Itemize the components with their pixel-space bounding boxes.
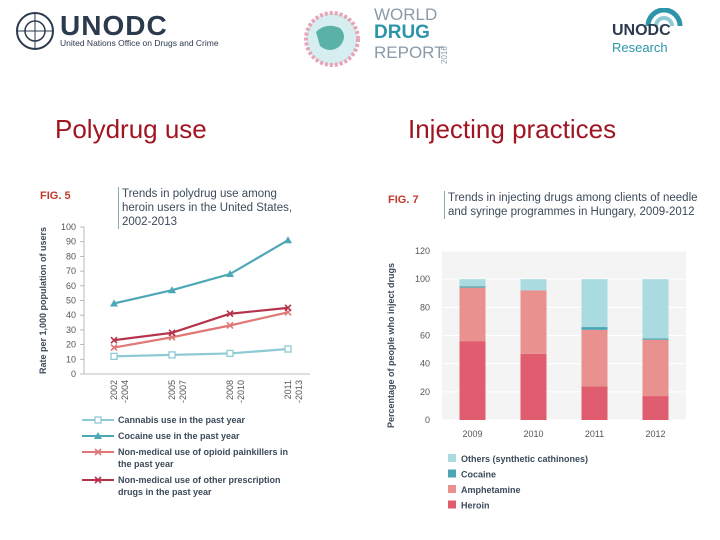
- fig5-point: [284, 236, 292, 244]
- fig7-ytick-label: 120: [415, 246, 430, 256]
- fig5-ytick-label: 80: [66, 251, 76, 261]
- fig5-ytick-label: 60: [66, 281, 76, 291]
- fig7-bar-segment: [642, 396, 669, 420]
- fig5-label: FIG. 5: [40, 190, 71, 202]
- fig7-chart: 0 20 40 60 80 100 120 Percentage of people who …: [386, 246, 686, 511]
- fig7-legend-swatch: [448, 469, 456, 478]
- fig5-series-line: [113, 239, 289, 305]
- fig7-ytick-label: 40: [420, 359, 430, 369]
- report-year: 2016: [440, 46, 449, 64]
- section-title-polydrug: Polydrug use: [55, 114, 207, 144]
- fig7-bar-segment: [581, 279, 608, 328]
- fig7-legend-swatch: [448, 485, 456, 493]
- section-title-injecting: Injecting practices: [408, 114, 617, 144]
- fig5-point: [284, 345, 292, 353]
- fig7-xtick-label: 2010: [523, 429, 543, 439]
- fig5-xtick-label: 2005-2007: [167, 380, 188, 403]
- fig5-ytick-label: 10: [66, 354, 76, 364]
- research-logo-icon: [645, 8, 683, 27]
- org-name: UNODC: [60, 10, 168, 41]
- fig7-bar-segment: [581, 329, 608, 387]
- fig5-ytick-label: 90: [66, 237, 76, 247]
- fig5-point: [94, 476, 102, 484]
- fig7-bar-segment: [459, 279, 486, 287]
- fig5-xtick-label: 2011-2013: [283, 380, 304, 403]
- fig5-point: [94, 432, 102, 439]
- fig5-point: [168, 286, 176, 294]
- report-title-line2: DRUG: [374, 22, 430, 43]
- fig5-point: [168, 329, 176, 337]
- fig5-title: Trends in polydrug use among heroin user…: [118, 187, 312, 229]
- fig5-legend-label: Non-medical use of other prescription dru…: [118, 475, 281, 497]
- fig7-xtick-label: 2012: [645, 429, 665, 439]
- fig7-legend-label: Amphetamine: [461, 485, 521, 495]
- fig5-point: [226, 270, 234, 278]
- fig7-bar-segment: [520, 279, 547, 291]
- fig7-bar-segment: [642, 339, 669, 397]
- fig5-point: [110, 299, 118, 307]
- fig5-legend-label: Cocaine use in the past year: [118, 431, 240, 441]
- fig5-point: [110, 336, 118, 344]
- fig7-bar-segment: [642, 279, 669, 339]
- fig7-legend-swatch: [448, 500, 456, 509]
- fig7-ytick-label: 100: [415, 274, 430, 284]
- fig5-point: [94, 416, 102, 424]
- fig7-bar-segment: [581, 327, 608, 330]
- fig5-ytick-label: 30: [66, 325, 76, 335]
- fig7-ytick-label: 60: [420, 331, 430, 341]
- fig5-ytick-label: 70: [66, 266, 76, 276]
- fig5-point: [226, 310, 234, 318]
- fig7-y-axis-label: Percentage of people who inject drugs: [386, 263, 396, 428]
- fig5-point: [110, 352, 118, 361]
- fig5-chart: 0 10 20 30 40 50 60 70 80 90 100 Rate per 1,000 pop…: [38, 222, 310, 497]
- report-title-line3: REPORT: [374, 43, 445, 62]
- fig7-title: Trends in injecting drugs among clients …: [444, 191, 698, 219]
- fig5-ytick-label: 100: [61, 222, 76, 232]
- fig5-point: [94, 448, 102, 456]
- fig5-series-line: [113, 306, 289, 342]
- fig7-bar-segment: [520, 353, 547, 420]
- fig7-bar-segment: [459, 287, 486, 342]
- fig7-xtick-label: 2011: [585, 429, 604, 439]
- fig5-point: [168, 351, 176, 359]
- report-title-line1: WORLD: [374, 5, 438, 24]
- fig5-xtick-label: 2002-2004: [109, 380, 130, 403]
- fig7-ytick-label: 80: [420, 302, 430, 312]
- fig5-xtick-label: 2008-2010: [225, 380, 246, 403]
- fig7-label: FIG. 7: [388, 194, 419, 206]
- fig7-bar-segment: [459, 341, 486, 420]
- fig5-point: [226, 321, 234, 330]
- fig7-legend-label: Others (synthetic cathinones): [461, 454, 588, 464]
- fig7-bar-segment: [459, 286, 486, 288]
- fig7-xtick-label: 2009: [462, 429, 482, 439]
- fig5-ytick-label: 20: [66, 340, 76, 350]
- fig5-y-axis-label: Rate per 1,000 population of users: [38, 227, 48, 374]
- fig7-bar-segment: [642, 338, 669, 340]
- fig7-legend-label: Heroin: [461, 501, 490, 511]
- fig7-legend-swatch: [448, 454, 456, 462]
- world-drug-report-globe-icon: [304, 11, 360, 67]
- un-emblem-icon: [16, 12, 54, 50]
- fig5-series-line: [113, 347, 289, 358]
- fig5-series-line: [113, 311, 289, 349]
- org-full-name: United Nations Office on Drugs and Crime: [60, 38, 219, 48]
- fig7-bar-segment: [520, 290, 547, 354]
- research-label-line2: Research: [612, 40, 668, 55]
- fig5-legend-label: Non-medical use of opioid painkillers in…: [118, 447, 288, 469]
- research-label-line1: UNODC: [612, 22, 671, 39]
- fig5-point: [226, 349, 234, 358]
- fig5-legend-label: Cannabis use in the past year: [118, 415, 246, 425]
- fig5-ytick-label: 0: [71, 369, 76, 379]
- fig5-point: [284, 304, 292, 312]
- fig5-point: [110, 343, 118, 352]
- fig7-ytick-label: 20: [420, 387, 430, 397]
- fig5-ytick-label: 40: [66, 310, 76, 320]
- fig7-legend-label: Cocaine: [461, 470, 496, 480]
- fig7-ytick-label: 0: [425, 415, 430, 425]
- fig5-ytick-label: 50: [66, 296, 76, 306]
- fig7-bar-segment: [581, 386, 608, 420]
